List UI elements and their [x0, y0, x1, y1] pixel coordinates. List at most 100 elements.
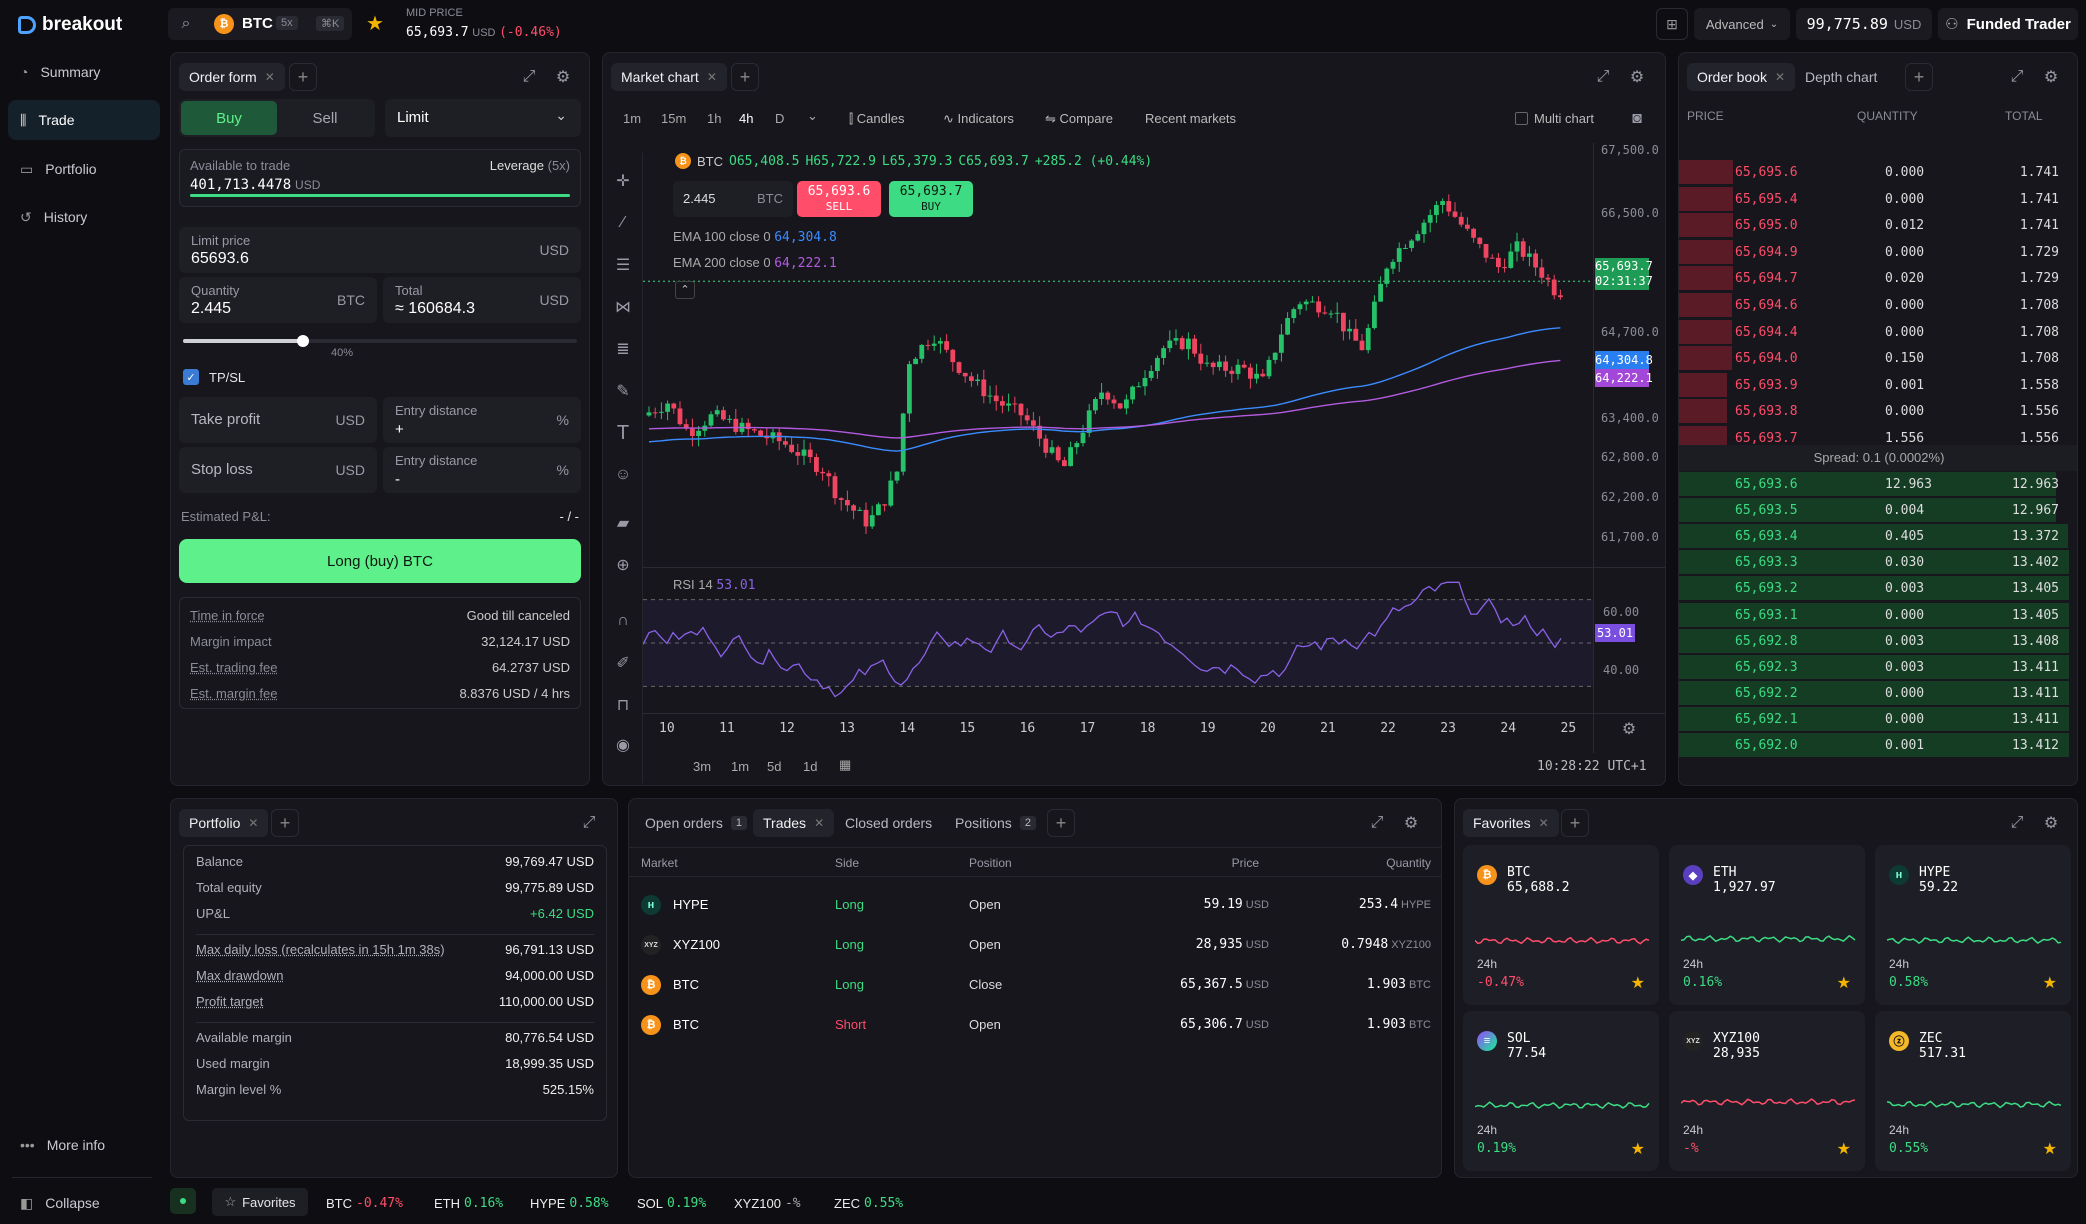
- add-tab-button[interactable]: +: [289, 63, 317, 91]
- emoji-icon[interactable]: ☺: [614, 466, 632, 483]
- interval-1h[interactable]: 1h: [707, 111, 722, 126]
- bid-row[interactable]: 65,693.4 0.405 13.372: [1679, 523, 2077, 549]
- trend-line-icon[interactable]: ⁄: [621, 214, 625, 231]
- sidebar-item-history[interactable]: ↺ History: [20, 208, 88, 226]
- fib-icon[interactable]: ≣: [616, 341, 630, 358]
- sidebar-item-portfolio[interactable]: ▭ Portfolio: [20, 160, 97, 178]
- text-icon[interactable]: T: [616, 421, 630, 444]
- expand-icon[interactable]: ⤢: [522, 68, 536, 85]
- settings-sliders-icon[interactable]: ⚙: [555, 69, 571, 86]
- settings-sliders-icon[interactable]: ⚙: [2043, 815, 2059, 832]
- quantity-slider[interactable]: [183, 335, 577, 347]
- ticker-favorites-button[interactable]: ☆ Favorites: [212, 1188, 308, 1216]
- tab-market-chart[interactable]: Market chart ✕: [611, 63, 727, 91]
- star-icon[interactable]: ★: [1630, 1141, 1645, 1158]
- total-input[interactable]: Total ≈ 160684.3 USD: [383, 277, 581, 323]
- interval-15m[interactable]: 15m: [661, 111, 687, 126]
- tab-positions[interactable]: Positions 2: [945, 809, 1046, 837]
- close-icon[interactable]: ✕: [1775, 70, 1786, 84]
- bid-row[interactable]: 65,692.1 0.000 13.411: [1679, 706, 2077, 732]
- bid-row[interactable]: 65,692.0 0.001 13.412: [1679, 732, 2077, 758]
- bid-row[interactable]: 65,693.1 0.000 13.405: [1679, 602, 2077, 628]
- bid-row[interactable]: 65,692.8 0.003 13.408: [1679, 628, 2077, 654]
- order-type-select[interactable]: Limit ⌄: [385, 99, 581, 137]
- table-row[interactable]: ₿ BTC Short Open 65,306.7 USD 1.903 BTC: [629, 1005, 1441, 1045]
- interval-1m[interactable]: 1m: [623, 111, 642, 126]
- tab-order-form[interactable]: Order form ✕: [179, 63, 285, 91]
- tab-favorites[interactable]: Favorites ✕: [1463, 809, 1559, 837]
- eye-icon[interactable]: ◉: [616, 737, 630, 754]
- settings-sliders-icon[interactable]: ⚙: [2043, 69, 2059, 86]
- lock-icon[interactable]: ⊓: [616, 697, 630, 714]
- star-icon[interactable]: ★: [2042, 975, 2057, 992]
- favorite-card-hype[interactable]: ʜ HYPE 59.22 24h 0.58% ★: [1875, 845, 2071, 1005]
- tab-closed-orders[interactable]: Closed orders: [845, 815, 933, 831]
- magnet-icon[interactable]: ∩: [617, 612, 629, 629]
- zoom-icon[interactable]: ⊕: [616, 557, 630, 574]
- chevron-down-icon[interactable]: ⌄: [807, 108, 818, 123]
- table-row[interactable]: XYZ XYZ100 Long Open 28,935 USD 0.7948 XYZ100: [629, 925, 1441, 965]
- table-row[interactable]: ʜ HYPE Long Open 59.19 USD 253.4 HYPE: [629, 885, 1441, 925]
- expand-icon[interactable]: ⤢: [582, 814, 596, 831]
- add-tab-button[interactable]: +: [1047, 809, 1075, 837]
- close-icon[interactable]: ✕: [706, 70, 717, 84]
- tab-trades[interactable]: Trades ✕: [753, 809, 835, 837]
- range-5d[interactable]: 5d: [767, 759, 782, 774]
- tab-order-book[interactable]: Order book ✕: [1687, 63, 1796, 91]
- add-tab-button[interactable]: +: [1561, 809, 1589, 837]
- add-tab-button[interactable]: +: [271, 809, 299, 837]
- bid-row[interactable]: 65,693.2 0.003 13.405: [1679, 575, 2077, 601]
- limit-price-input[interactable]: Limit price 65693.6 USD: [179, 227, 581, 273]
- recent-markets-button[interactable]: Recent markets: [1145, 111, 1237, 126]
- symbol-selector[interactable]: ⌕ ₿ BTC 5x ⌘K: [168, 8, 352, 40]
- ask-row[interactable]: 65,694.7 0.020 1.729: [1679, 265, 2077, 291]
- expand-icon[interactable]: ⤢: [2010, 814, 2024, 831]
- crosshair-icon[interactable]: ✛: [616, 173, 630, 190]
- star-icon[interactable]: ★: [1836, 1141, 1851, 1158]
- favorite-star-icon[interactable]: ★: [366, 13, 384, 35]
- settings-sliders-icon[interactable]: ⚙: [1403, 815, 1419, 832]
- tab-portfolio[interactable]: Portfolio ✕: [179, 809, 269, 837]
- chart-sell-button[interactable]: 65,693.6 SELL: [797, 181, 881, 217]
- bid-row[interactable]: 65,693.6 12.963 12.963: [1679, 471, 2077, 497]
- ticker-item[interactable]: BTC -0.47%: [326, 1195, 403, 1211]
- ruler-icon[interactable]: ▰: [616, 515, 630, 532]
- favorite-card-sol[interactable]: ≡ SOL 77.54 24h 0.19% ★: [1463, 1011, 1659, 1171]
- add-tab-button[interactable]: +: [1905, 63, 1933, 91]
- close-icon[interactable]: ✕: [248, 816, 259, 830]
- ticker-item[interactable]: HYPE 0.58%: [530, 1195, 609, 1211]
- brand-logo[interactable]: breakout: [18, 14, 122, 36]
- favorite-card-eth[interactable]: ◆ ETH 1,927.97 24h 0.16% ★: [1669, 845, 1865, 1005]
- indicators-button[interactable]: ∿ Indicators: [943, 111, 1014, 126]
- layout-grid-icon[interactable]: ⊞: [1656, 8, 1688, 40]
- close-icon[interactable]: ✕: [264, 70, 275, 84]
- tpsl-checkbox[interactable]: ✓ TP/SL: [183, 369, 245, 385]
- account-button[interactable]: ⚇ Funded Trader: [1938, 8, 2078, 40]
- range-1d[interactable]: 1d: [803, 759, 818, 774]
- ask-row[interactable]: 65,695.0 0.012 1.741: [1679, 212, 2077, 238]
- interval-d[interactable]: D: [775, 111, 785, 126]
- ask-row[interactable]: 65,694.6 0.000 1.708: [1679, 292, 2077, 318]
- ticker-item[interactable]: ETH 0.16%: [434, 1195, 504, 1211]
- sell-toggle-button[interactable]: Sell: [312, 109, 338, 127]
- favorite-card-zec[interactable]: ⓩ ZEC 517.31 24h 0.55% ★: [1875, 1011, 2071, 1171]
- pencil-lock-icon[interactable]: ✐: [616, 655, 630, 672]
- ask-row[interactable]: 65,693.8 0.000 1.556: [1679, 398, 2077, 424]
- multi-chart-toggle[interactable]: Multi chart: [1515, 111, 1594, 126]
- pattern-icon[interactable]: ⋈: [615, 299, 631, 316]
- stop-loss-input[interactable]: Stop loss USD: [179, 447, 377, 493]
- calendar-icon[interactable]: ▦: [839, 757, 852, 772]
- collapse-button[interactable]: ◧ Collapse: [20, 1194, 100, 1212]
- bid-row[interactable]: 65,693.3 0.030 13.402: [1679, 549, 2077, 575]
- star-icon[interactable]: ★: [2042, 1141, 2057, 1158]
- settings-gear-icon[interactable]: ⚙: [1621, 721, 1637, 738]
- horizontal-lines-icon[interactable]: ☰: [615, 257, 631, 274]
- ask-row[interactable]: 65,695.4 0.000 1.741: [1679, 186, 2077, 212]
- tab-open-orders[interactable]: Open orders 1: [635, 809, 757, 837]
- sidebar-item-summary[interactable]: ◔ Summary: [20, 64, 101, 80]
- bid-row[interactable]: 65,692.3 0.003 13.411: [1679, 654, 2077, 680]
- expand-icon[interactable]: ⤢: [2010, 68, 2024, 85]
- favorite-card-xyz100[interactable]: XYZ XYZ100 28,935 24h -% ★: [1669, 1011, 1865, 1171]
- table-row[interactable]: ₿ BTC Long Close 65,367.5 USD 1.903 BTC: [629, 965, 1441, 1005]
- add-tab-button[interactable]: +: [731, 63, 759, 91]
